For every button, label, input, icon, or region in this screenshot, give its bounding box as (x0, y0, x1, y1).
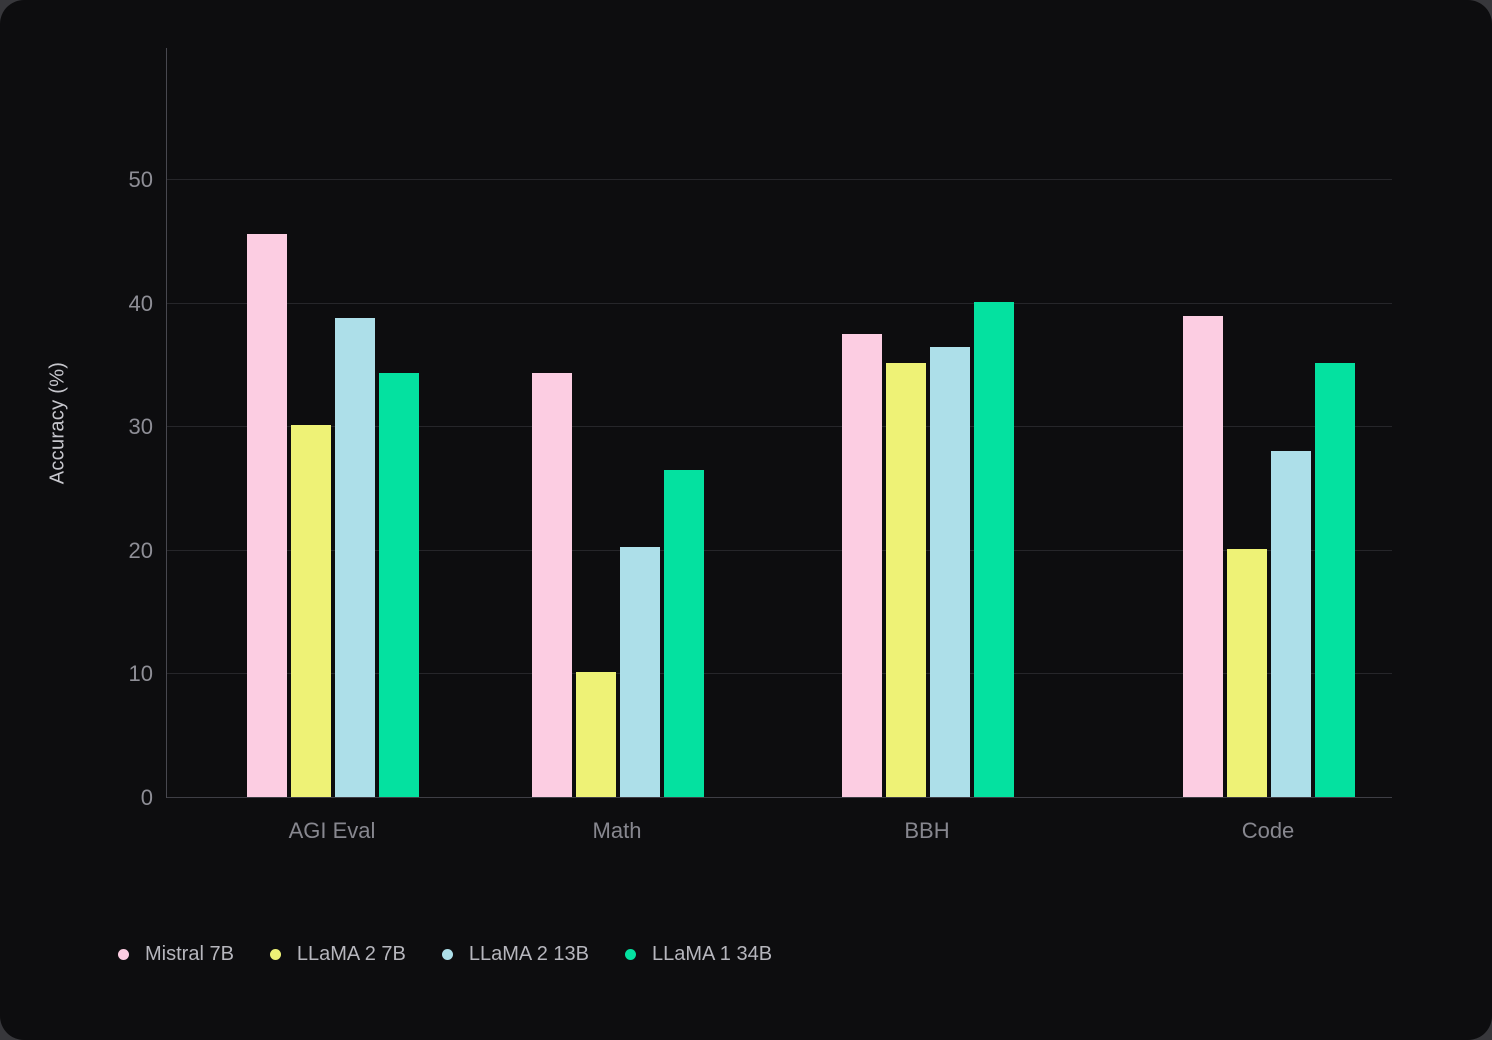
bar-mistral-7b-code (1183, 316, 1223, 797)
gridline-50 (167, 179, 1392, 181)
gridline-10 (167, 673, 1392, 675)
bar-llama-2-13b-bbh (930, 347, 970, 797)
legend-dot-icon (118, 948, 129, 960)
y-tick-label-50: 50 (128, 167, 153, 193)
bar-llama-2-7b-code (1227, 548, 1267, 797)
bar-llama-2-7b-math (576, 672, 616, 797)
legend-label: LLaMA 2 13B (468, 942, 589, 965)
y-tick-label-0: 0 (140, 785, 153, 810)
legend-dot-icon (624, 948, 636, 960)
bar-mistral-7b-math (532, 373, 572, 797)
gridline-30 (167, 426, 1392, 428)
x-category-label-math: Math (592, 818, 642, 843)
bar-mistral-7b-bbh (842, 333, 882, 797)
bar-llama-1-34b-code (1315, 363, 1355, 797)
x-category-label-code: Code (1241, 818, 1295, 843)
y-tick-label-10: 10 (128, 661, 153, 687)
bar-llama-1-34b-bbh (974, 301, 1014, 797)
legend-label: Mistral 7B (145, 942, 234, 965)
legend-label: LLaMA 2 7B (296, 942, 406, 965)
y-tick-label-20: 20 (128, 537, 153, 563)
y-tick-label-40: 40 (128, 290, 153, 316)
bar-llama-2-13b-agi-eval (335, 317, 375, 797)
gridline-20 (167, 549, 1392, 551)
legend-dot-icon (269, 948, 281, 960)
x-category-label-bbh: BBH (904, 818, 950, 843)
bar-mistral-7b-agi-eval (247, 233, 287, 797)
legend: Mistral 7B LLaMA 2 7B LLaMA 2 13B LLaMA 1 3… (118, 941, 772, 967)
plot-area (166, 48, 1392, 798)
gridline-40 (167, 302, 1392, 304)
bar-llama-2-7b-bbh (886, 363, 926, 797)
bar-llama-2-7b-agi-eval (291, 425, 331, 797)
bar-llama-2-13b-code (1271, 451, 1311, 797)
legend-item-llama-2-7b[interactable]: LLaMA 2 7B (269, 942, 406, 966)
legend-item-llama-2-13b[interactable]: LLaMA 2 13B (441, 942, 589, 966)
y-tick-label-30: 30 (128, 414, 153, 440)
legend-item-mistral-7b[interactable]: Mistral 7B (118, 943, 234, 966)
legend-item-llama-1-34b[interactable]: LLaMA 1 34B (624, 942, 773, 966)
legend-dot-icon (441, 948, 453, 960)
x-category-label-agi-eval: AGI Eval (288, 818, 376, 843)
legend-label: LLaMA 1 34B (651, 942, 773, 965)
x-axis-line (167, 797, 1392, 798)
bar-llama-2-13b-math (620, 547, 660, 797)
bar-llama-1-34b-math (664, 469, 704, 797)
bar-llama-1-34b-agi-eval (379, 373, 419, 797)
